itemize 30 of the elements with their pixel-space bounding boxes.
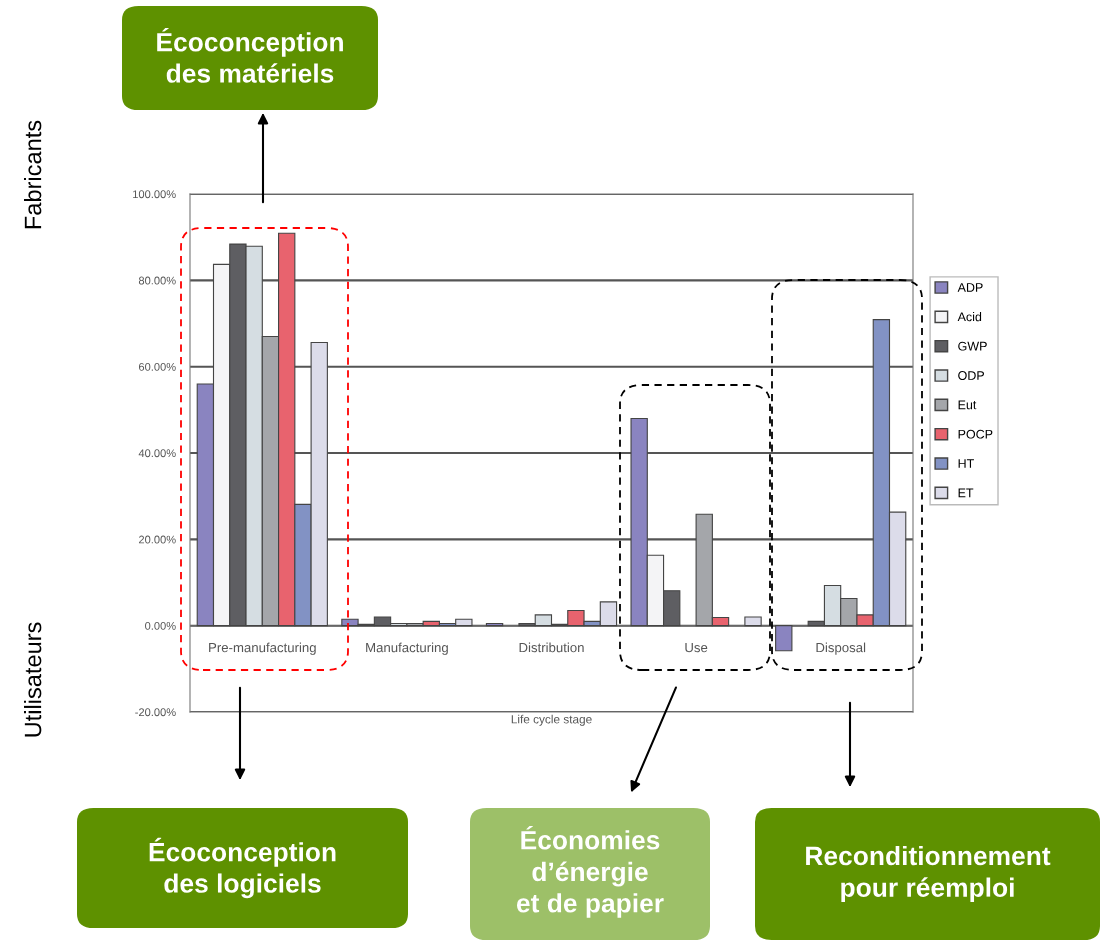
x-axis-title: Life cycle stage xyxy=(511,714,592,726)
y-tick-label: 80.00% xyxy=(138,276,176,285)
legend-label: Acid xyxy=(957,312,982,322)
legend-label: HT xyxy=(958,459,974,468)
bar xyxy=(485,622,504,627)
text: Fabricants xyxy=(24,120,42,229)
legend-label: ET xyxy=(958,488,974,498)
x-tick-label: Distribution xyxy=(519,642,584,653)
text: Économies d’énergie et de papier xyxy=(516,825,664,918)
y-tick-label: 60.00% xyxy=(138,362,176,371)
x-tick-label: Manufacturing xyxy=(366,642,448,655)
y-tick-label: -20.00% xyxy=(135,708,176,717)
y-tick-label: 100.00% xyxy=(133,190,176,199)
bar xyxy=(775,625,793,652)
text: Reconditionnement pour réemploi xyxy=(806,845,1051,903)
legend-label: GWP xyxy=(958,341,987,351)
text: Écoconception des matériels xyxy=(157,27,343,83)
legend-label: ADP xyxy=(957,283,983,292)
bar xyxy=(744,616,762,627)
x-tick-label: Use xyxy=(685,643,708,653)
x-tick-label: Disposal xyxy=(816,642,866,655)
text: Utilisateurs xyxy=(24,622,42,737)
y-tick-label: 0.00% xyxy=(145,621,176,630)
x-tick-label: Pre-manufacturing xyxy=(209,642,316,655)
y-tick-label: 20.00% xyxy=(138,535,176,544)
legend-label: POCP xyxy=(958,429,993,439)
text: Écoconception des logiciels xyxy=(149,837,336,899)
legend-label: ODP xyxy=(958,371,985,380)
y-tick-label: 40.00% xyxy=(138,449,176,458)
legend-label: Eut xyxy=(958,400,977,410)
